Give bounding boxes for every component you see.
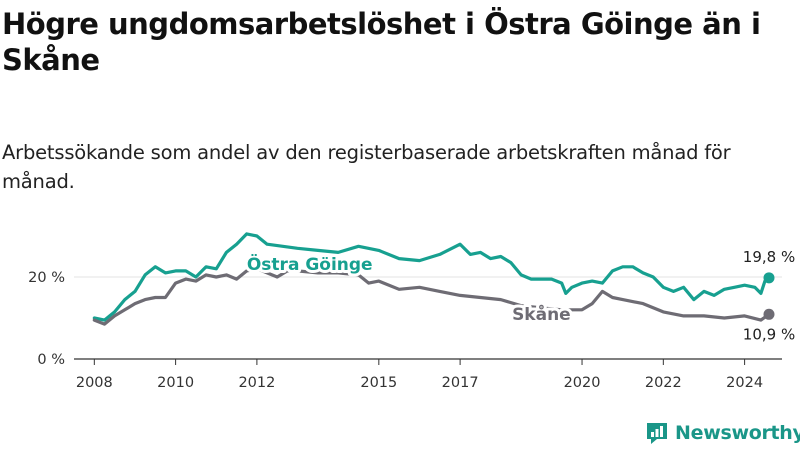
series-label-ostra-goinge: Östra Göinge bbox=[247, 253, 373, 275]
series-layer bbox=[92, 232, 775, 326]
x-tick-label: 2022 bbox=[645, 375, 682, 391]
y-tick-label: 20 % bbox=[28, 270, 65, 286]
brand-logo: Newsworthy bbox=[645, 420, 800, 446]
end-value-label-skane: 10,9 % bbox=[743, 325, 795, 343]
y-tick-label: 0 % bbox=[37, 352, 65, 368]
chart-subtitle: Arbetssökande som andel av den registerb… bbox=[2, 141, 731, 193]
brand-name: Newsworthy bbox=[675, 422, 800, 444]
x-tick-label: 2024 bbox=[726, 375, 763, 391]
x-tick-label: 2017 bbox=[442, 375, 479, 391]
series-label-skane: Skåne bbox=[512, 303, 571, 325]
chart-title: Högre ungdomsarbetslöshet i Östra Göinge… bbox=[2, 7, 761, 77]
end-value-label-ostra-goinge: 19,8 % bbox=[743, 248, 795, 266]
x-tick-label: 2008 bbox=[76, 375, 113, 391]
x-tick-label: 2015 bbox=[360, 375, 397, 391]
newsworthy-logo-icon bbox=[647, 423, 667, 444]
axis-layer: 0 % 20 % 2008 2010 2012 2015 2017 2020 2022 2024 bbox=[28, 270, 782, 391]
label-layer: 19,8 % 10,9 % Östra Göinge Skåne bbox=[244, 248, 795, 343]
x-tick-label: 2020 bbox=[564, 375, 601, 391]
end-point-skane bbox=[763, 308, 775, 320]
series-line-skane bbox=[92, 267, 771, 326]
end-point-ostra-goinge bbox=[763, 272, 775, 284]
series-line-ostra-goinge bbox=[92, 232, 771, 322]
x-tick-label: 2010 bbox=[157, 375, 194, 391]
x-tick-label: 2012 bbox=[238, 375, 275, 391]
